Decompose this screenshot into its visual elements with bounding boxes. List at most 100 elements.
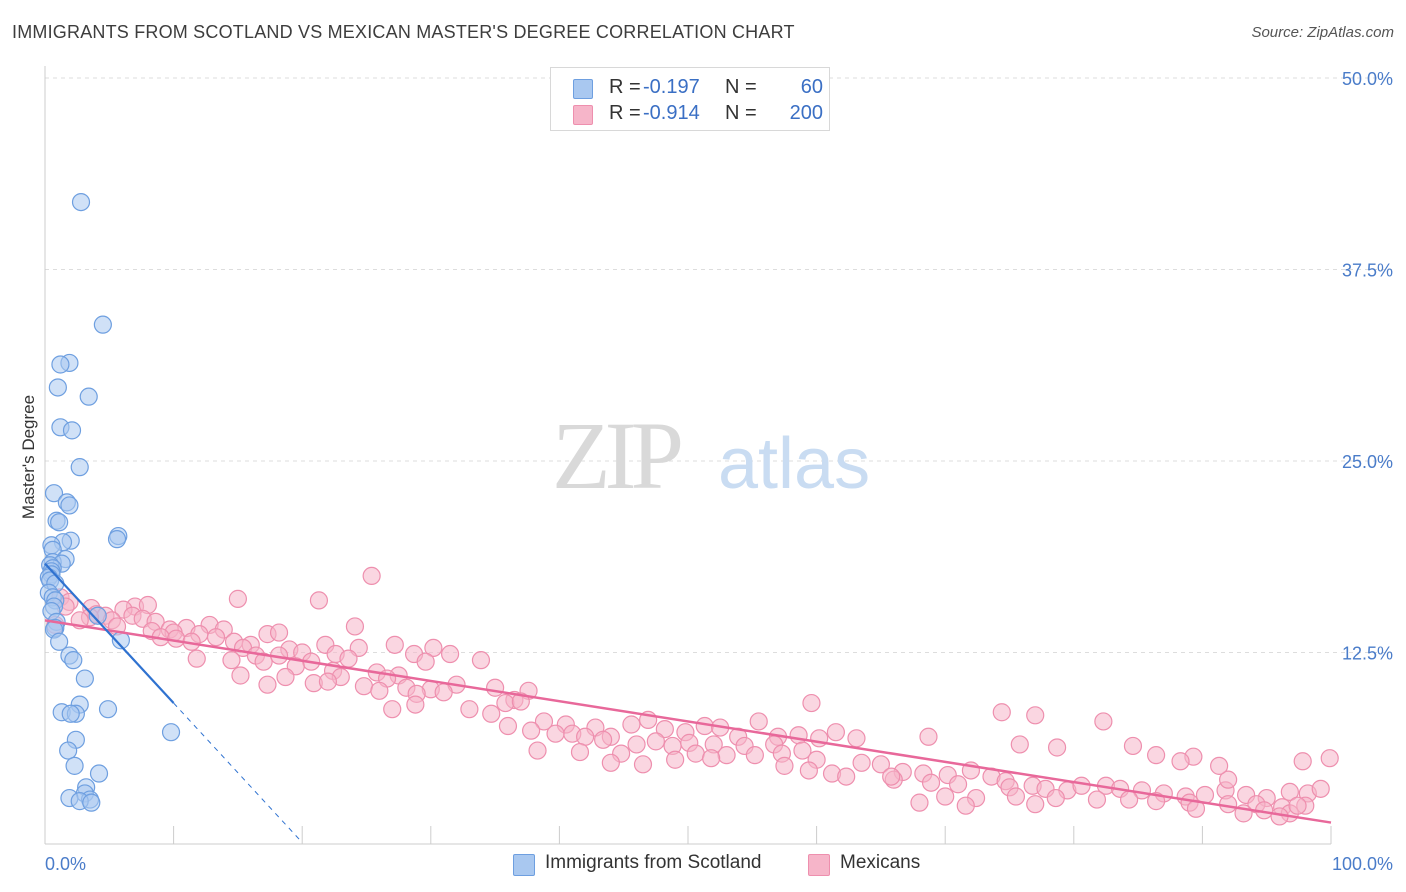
scotland-point-15 (107, 530, 127, 549)
mexicans-point-53 (416, 652, 435, 671)
scotland-point-35 (88, 606, 107, 625)
mexicans-point-82 (534, 712, 554, 731)
legend-label-mexicans: Mexicans (840, 852, 921, 873)
mexicans-point-144 (1072, 776, 1091, 795)
mexicans-point-59 (231, 666, 250, 685)
mexicans-point-71 (318, 672, 338, 691)
y-tick-label-2: 37.5% (1342, 261, 1393, 281)
scotland-point-11 (60, 496, 79, 515)
mexicans-point-171 (1026, 795, 1045, 814)
mexicans-point-78 (406, 695, 425, 714)
legend-r-label: R = (609, 102, 641, 124)
mexicans-point-48 (187, 649, 206, 668)
mexicans-point-121 (633, 755, 653, 774)
watermark: ZIP atlas (552, 402, 870, 509)
mexicans-point-157 (1006, 787, 1026, 806)
mexicans-point-125 (852, 753, 871, 772)
scotland-trend-extension (173, 702, 303, 843)
mexicans-point-77 (511, 692, 530, 711)
legend-swatch-blue (573, 79, 593, 99)
mexicans-point-87 (622, 715, 641, 734)
legend-r-value: -0.197 (643, 76, 700, 98)
scotland-point-4 (48, 378, 67, 397)
mexicans-point-170 (956, 796, 975, 815)
mexicans-point-158 (1046, 788, 1065, 808)
y-tick-label-0: 12.5% (1342, 644, 1393, 664)
mexicans-point-40 (385, 635, 404, 654)
scotland-point-3 (51, 355, 70, 374)
y-axis-label: Master's Degree (19, 395, 38, 519)
x-tick-label-0: 0.0% (45, 854, 86, 874)
mexicans-point-72 (370, 681, 389, 700)
mexicans-point-101 (522, 721, 541, 740)
mexicans-point-89 (655, 719, 674, 739)
mexicans-point-114 (570, 742, 590, 762)
mexicans-point-180 (1026, 706, 1045, 725)
mexicans-point-117 (717, 746, 736, 765)
scotland-point-0 (71, 192, 91, 212)
mexicans-point-159 (1087, 790, 1107, 809)
mexicans-point-183 (1123, 736, 1143, 756)
mexicans-point-0 (362, 566, 381, 586)
legend-n-label: N = (725, 76, 757, 98)
mexicans-point-60 (276, 667, 295, 687)
mexicans-point-193 (882, 767, 901, 786)
y-tick-label-1: 25.0% (1342, 452, 1393, 472)
scotland-point-40 (50, 632, 69, 651)
mexicans-point-130 (837, 767, 856, 786)
mexicans-point-178 (992, 703, 1011, 722)
mexicans-point-126 (871, 755, 891, 774)
mexicans-point-29 (269, 623, 289, 642)
mexicans-point-186 (1293, 752, 1312, 771)
legend-n-label: N = (725, 102, 757, 124)
scotland-point-52 (65, 756, 84, 775)
legend-r-value: -0.914 (643, 102, 700, 124)
mexicans-point-120 (601, 753, 620, 772)
mexicans-point-99 (847, 729, 866, 748)
scotland-trend-line (44, 562, 175, 704)
y-tick-label-3: 50.0% (1342, 69, 1393, 89)
mexicans-point-104 (594, 730, 613, 749)
legend-label-scotland: Immigrants from Scotland (545, 852, 762, 873)
scotland-point-48 (61, 704, 80, 723)
mexicans-point-80 (482, 704, 501, 723)
mexicans-point-192 (802, 693, 821, 713)
mexicans-point-2 (309, 591, 329, 610)
mexicans-point-122 (666, 750, 685, 769)
x-tick-label-1: 100.0% (1332, 854, 1393, 874)
mexicans-point-138 (948, 775, 968, 794)
mexicans-point-42 (424, 638, 443, 658)
mexicans-point-163 (1219, 795, 1238, 814)
mexicans-point-128 (799, 761, 818, 780)
source-label: Source: ZipAtlas.com (1251, 24, 1394, 41)
scotland-point-59 (82, 793, 101, 812)
mexicans-point-76 (496, 693, 515, 713)
mexicans-point-54 (471, 651, 491, 670)
mexicans-point-160 (1119, 790, 1139, 809)
scotland-point-7 (62, 421, 82, 440)
scotland-point-42 (64, 651, 83, 670)
watermark-zip: ZIP (552, 402, 681, 509)
mexicans-point-123 (702, 749, 721, 768)
mexicans-point-98 (826, 723, 845, 742)
scotland-point-9 (44, 484, 64, 503)
legend-n-value: 200 (789, 102, 823, 124)
mexicans-point-127 (775, 756, 794, 775)
scotland-point-49 (161, 723, 181, 742)
mexicans-point-190 (1210, 756, 1229, 775)
mexicans-point-33 (206, 628, 226, 647)
mexicans-point-167 (936, 787, 955, 806)
mexicans-point-175 (1288, 796, 1307, 815)
mexicans-point-182 (1010, 735, 1029, 754)
mexicans-point-79 (460, 700, 479, 719)
legend-n-value: 60 (800, 76, 823, 98)
scotland-point-8 (70, 458, 89, 477)
mexicans-point-74 (434, 683, 453, 702)
mexicans-point-52 (339, 649, 358, 668)
mexicans-point-100 (498, 716, 518, 736)
mexicans-point-94 (749, 712, 768, 731)
mexicans-point-181 (919, 727, 938, 746)
mexicans-point-106 (646, 732, 665, 751)
scotland-point-1 (93, 315, 112, 334)
